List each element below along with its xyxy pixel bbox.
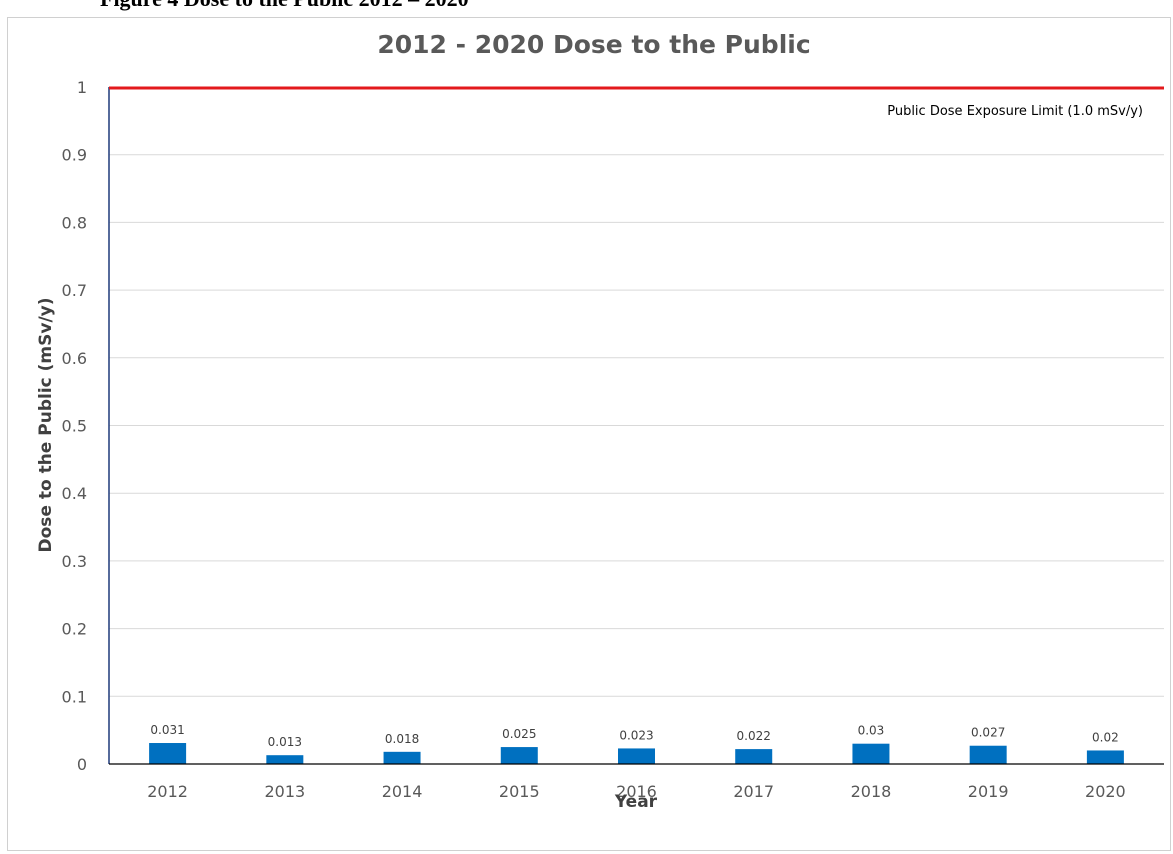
bar-value-label: 0.03 xyxy=(858,724,885,738)
bar xyxy=(735,749,773,764)
x-tick-label: 2019 xyxy=(968,782,1009,801)
y-tick-label: 0.1 xyxy=(62,687,87,706)
y-tick-label: 0.8 xyxy=(62,213,87,232)
x-tick-label: 2015 xyxy=(499,782,540,801)
figure-caption: Figure 4 Dose to the Public 2012 – 2020 xyxy=(100,0,469,12)
bar-value-label: 0.018 xyxy=(385,732,419,746)
data-labels: 0.031 0.013 0.018 0.025 0.023 0.022 0.03 0.027 0… xyxy=(150,723,1118,749)
x-tick-label: 2016 xyxy=(616,782,657,801)
bar-value-label: 0.023 xyxy=(619,728,653,742)
bar-value-label: 0.031 xyxy=(150,723,184,737)
bar-value-label: 0.02 xyxy=(1092,730,1119,744)
y-tick-label: 0.6 xyxy=(62,349,87,368)
y-axis-ticks: 0 0.1 0.2 0.3 0.4 0.5 0.6 0.7 0.8 0.9 1 xyxy=(62,78,87,774)
y-tick-label: 0 xyxy=(77,755,87,774)
x-tick-label: 2012 xyxy=(147,782,188,801)
bar xyxy=(852,743,890,764)
bar xyxy=(266,755,304,764)
bar xyxy=(383,751,421,764)
bar xyxy=(1086,750,1124,764)
bar xyxy=(500,747,538,764)
x-tick-label: 2013 xyxy=(264,782,305,801)
bar-value-label: 0.027 xyxy=(971,726,1005,740)
bar-value-label: 0.013 xyxy=(268,735,302,749)
bar xyxy=(149,743,187,764)
y-tick-label: 0.4 xyxy=(62,484,87,503)
bar-value-label: 0.025 xyxy=(502,727,536,741)
y-tick-label: 0.9 xyxy=(62,146,87,165)
y-tick-label: 0.7 xyxy=(62,281,87,300)
bar xyxy=(618,748,655,764)
y-tick-label: 0.2 xyxy=(62,620,87,639)
x-tick-label: 2018 xyxy=(851,782,892,801)
chart-area xyxy=(7,17,1171,851)
x-axis-ticks: 2012 2013 2014 2015 2016 2017 2018 2019 2020 xyxy=(147,782,1125,801)
bars xyxy=(149,743,1124,764)
x-tick-label: 2017 xyxy=(733,782,774,801)
bar xyxy=(969,745,1007,764)
chart-title: 2012 - 2020 Dose to the Public xyxy=(377,30,810,59)
y-tick-label: 0.3 xyxy=(62,552,87,571)
x-tick-label: 2014 xyxy=(382,782,423,801)
y-tick-label: 0.5 xyxy=(62,417,87,436)
bar-value-label: 0.022 xyxy=(737,729,771,743)
x-axis-title: Year xyxy=(614,792,658,812)
x-tick-label: 2020 xyxy=(1085,782,1126,801)
gridlines xyxy=(109,86,1164,697)
y-axis-title: Dose to the Public (mSv/y) xyxy=(36,297,56,552)
y-tick-label: 1 xyxy=(77,78,87,97)
limit-line-label: Public Dose Exposure Limit (1.0 mSv/y) xyxy=(887,104,1143,119)
